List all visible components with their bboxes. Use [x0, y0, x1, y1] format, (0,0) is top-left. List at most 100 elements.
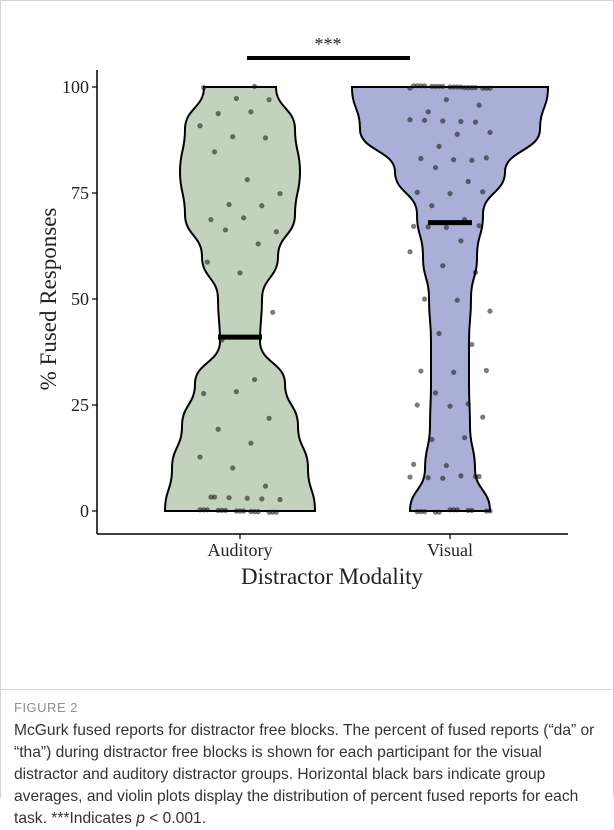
y-tick-label: 75 [71, 183, 89, 203]
data-point [487, 308, 493, 314]
data-point [237, 508, 243, 514]
data-point [197, 123, 203, 129]
data-point [208, 494, 214, 500]
y-tick-label: 100 [62, 77, 89, 97]
data-point [226, 201, 232, 208]
data-point [407, 85, 413, 91]
data-point [440, 475, 446, 481]
data-point [215, 111, 221, 117]
data-point [418, 83, 424, 89]
data-point [201, 390, 207, 397]
data-point [458, 118, 464, 125]
data-point [418, 155, 424, 162]
violin [350, 86, 550, 512]
data-point [429, 83, 435, 89]
data-point [469, 507, 475, 513]
data-point [436, 143, 442, 149]
data-point [251, 509, 258, 515]
data-point [219, 507, 225, 513]
data-point [262, 135, 269, 141]
data-point [262, 483, 269, 489]
data-point [429, 436, 435, 443]
data-point [259, 496, 265, 502]
data-point [259, 203, 265, 209]
data-point [277, 496, 283, 503]
data-point [447, 191, 453, 197]
data-point [215, 507, 221, 513]
data-point [421, 83, 428, 89]
data-point [266, 415, 272, 421]
data-point [248, 509, 254, 515]
data-point [432, 509, 439, 515]
data-point [201, 85, 207, 91]
data-point [447, 507, 453, 513]
data-point [222, 507, 229, 513]
data-point [270, 509, 276, 515]
data-point [480, 85, 486, 91]
x-tick-label: Auditory [208, 540, 273, 560]
data-point [487, 85, 493, 91]
data-point [233, 389, 239, 395]
data-point [469, 341, 475, 348]
data-point [270, 309, 276, 315]
data-point [204, 259, 210, 265]
y-tick-label: 25 [71, 395, 89, 415]
data-point [483, 155, 489, 161]
data-point [483, 367, 489, 374]
data-point [469, 157, 475, 163]
data-point [208, 217, 214, 223]
data-point [451, 369, 457, 375]
data-point [432, 83, 439, 89]
data-point [211, 494, 218, 500]
data-point [465, 507, 471, 513]
data-point [451, 84, 457, 90]
data-point [483, 85, 489, 91]
data-point [273, 509, 279, 515]
x-axis-label: Distractor Modality [241, 564, 424, 589]
data-point [204, 507, 210, 513]
data-point [425, 109, 431, 115]
violin [163, 86, 317, 512]
data-point [233, 95, 239, 102]
data-point [407, 117, 413, 123]
data-point [425, 475, 431, 481]
data-point [211, 149, 218, 155]
data-point [458, 84, 464, 90]
data-point [447, 403, 453, 409]
data-point [472, 269, 479, 275]
chart: *** Distractor Modality % Fused Response… [36, 34, 568, 589]
data-point [230, 465, 236, 471]
data-point [421, 509, 428, 515]
data-point [230, 134, 236, 140]
data-point [226, 495, 232, 501]
data-point [411, 461, 417, 467]
data-point [476, 102, 482, 108]
data-point [440, 118, 446, 124]
data-point [443, 224, 449, 231]
data-point [465, 85, 471, 91]
data-point [454, 84, 460, 90]
data-point [201, 507, 207, 513]
data-point [248, 109, 254, 115]
data-point [458, 473, 464, 479]
data-point [414, 83, 420, 89]
y-tick-label: 0 [80, 501, 89, 521]
data-point [273, 229, 279, 235]
data-point [472, 119, 479, 125]
data-point [454, 297, 460, 303]
data-point [465, 178, 471, 185]
data-point [255, 509, 261, 515]
data-point [458, 238, 464, 244]
data-point [440, 83, 446, 89]
data-point [197, 507, 203, 513]
data-point [472, 473, 479, 480]
data-point [241, 215, 247, 221]
data-point [454, 507, 460, 513]
data-point [429, 203, 435, 209]
data-point [251, 83, 258, 89]
data-point [411, 223, 417, 229]
data-point [244, 495, 250, 501]
data-point [443, 97, 449, 103]
data-point [465, 401, 471, 407]
data-point [443, 462, 449, 469]
